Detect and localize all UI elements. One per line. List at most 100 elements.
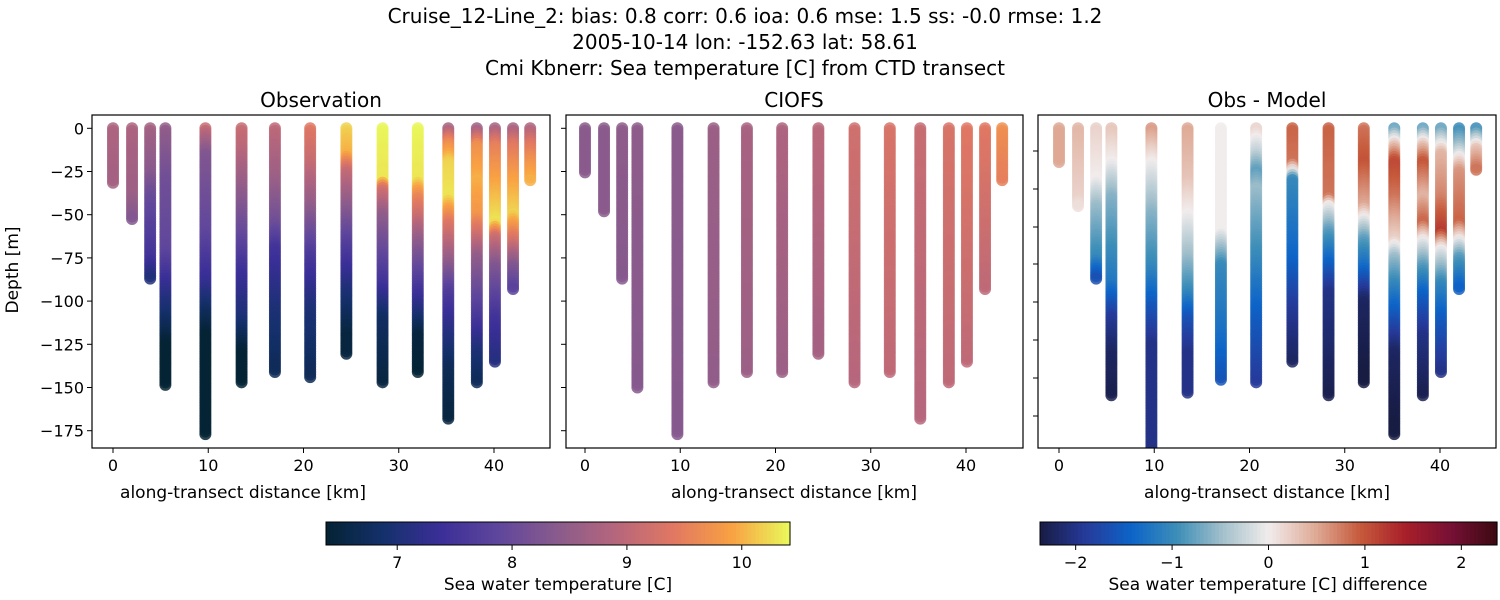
colorbar-segment bbox=[588, 522, 594, 545]
data-point bbox=[942, 376, 955, 389]
colorbar-tick-label: 8 bbox=[507, 553, 517, 572]
colorbar-segment bbox=[492, 522, 497, 545]
cast-14 bbox=[507, 122, 520, 296]
data-point bbox=[707, 376, 720, 389]
colorbar-segment bbox=[616, 522, 621, 545]
cast-5 bbox=[707, 122, 720, 389]
colorbar-segment bbox=[542, 522, 547, 545]
data-point bbox=[507, 283, 520, 296]
colorbar-segment bbox=[728, 522, 733, 545]
data-point bbox=[304, 371, 317, 384]
data-point bbox=[235, 376, 248, 389]
colorbar-segment bbox=[739, 522, 745, 545]
colorbar-tick-label: 1 bbox=[1360, 553, 1370, 572]
data-point bbox=[1416, 389, 1429, 402]
cast-3 bbox=[1105, 122, 1118, 402]
colorbar-segment bbox=[674, 522, 679, 545]
colorbar-segment bbox=[333, 522, 339, 545]
data-point bbox=[1072, 200, 1085, 213]
colorbar-segment bbox=[1188, 522, 1193, 545]
colorbar-segment bbox=[511, 522, 517, 545]
colorbar-segment bbox=[1059, 522, 1064, 545]
axes-frame bbox=[565, 114, 1024, 449]
colorbar-segment bbox=[1260, 522, 1266, 545]
colorbar-segment bbox=[1302, 522, 1308, 545]
suptitle-line2: 2005-10-14 lon: -152.63 lat: 58.61 bbox=[572, 30, 918, 54]
colorbar-segment bbox=[1161, 522, 1167, 545]
colorbar-segment bbox=[1352, 522, 1357, 545]
colorbar-segment bbox=[1043, 522, 1049, 545]
colorbar-segment bbox=[1253, 522, 1258, 545]
colorbar-tick-label: −1 bbox=[1160, 553, 1184, 572]
colorbar-segment bbox=[1131, 522, 1136, 545]
cast-5 bbox=[235, 122, 248, 389]
colorbar-segment bbox=[1241, 522, 1247, 545]
colorbar-segment bbox=[384, 522, 389, 545]
colorbar-segment bbox=[643, 522, 648, 545]
colorbar-segment bbox=[345, 522, 350, 545]
colorbar-segment bbox=[1279, 522, 1285, 545]
data-point bbox=[340, 347, 353, 360]
cast-1 bbox=[126, 122, 139, 226]
x-tick-label: 30 bbox=[389, 456, 409, 475]
colorbar-segment bbox=[619, 522, 625, 545]
colorbar-segment bbox=[1230, 522, 1235, 545]
cast-13 bbox=[960, 122, 973, 368]
colorbar-segment bbox=[1097, 522, 1102, 545]
axes-frame bbox=[1037, 114, 1497, 449]
colorbar-segment bbox=[1386, 522, 1391, 545]
x-tick-label: 10 bbox=[670, 456, 690, 475]
colorbar-segment bbox=[442, 522, 447, 545]
data-point bbox=[979, 283, 992, 296]
colorbar-segment bbox=[743, 522, 749, 545]
colorbar-segment bbox=[1078, 522, 1083, 545]
colorbar-segment bbox=[1264, 522, 1270, 545]
colorbar-segment bbox=[1238, 522, 1243, 545]
colorbar-segment bbox=[1135, 522, 1140, 545]
colorbar-segment bbox=[449, 522, 455, 545]
colorbar-segment bbox=[484, 522, 489, 545]
colorbar-segment bbox=[677, 522, 683, 545]
cast-2 bbox=[144, 122, 157, 285]
colorbar-segment bbox=[1447, 522, 1452, 545]
cast-0 bbox=[107, 122, 119, 189]
colorbar-segment bbox=[1040, 522, 1045, 545]
data-point bbox=[776, 365, 789, 378]
data-point bbox=[914, 412, 927, 425]
x-tick-label: 0 bbox=[1054, 456, 1064, 475]
colorbar-tick-label: 9 bbox=[622, 553, 632, 572]
data-point bbox=[199, 428, 212, 441]
x-tick-label: 30 bbox=[1335, 456, 1355, 475]
colorbar-segment bbox=[1180, 522, 1186, 545]
colorbar-segment bbox=[646, 522, 652, 545]
colorbar-segment bbox=[349, 522, 354, 545]
cast-10 bbox=[883, 122, 896, 378]
xlabel-diff: along-transect distance [km] bbox=[1144, 483, 1390, 503]
cast-3 bbox=[631, 122, 644, 394]
colorbar-segment bbox=[670, 522, 675, 545]
colorbar-segment bbox=[457, 522, 462, 545]
colorbar-segment bbox=[476, 522, 482, 545]
colorbar-segment bbox=[461, 522, 466, 545]
colorbar-segment bbox=[650, 522, 656, 545]
colorbar-segment bbox=[561, 522, 567, 545]
axes-frame bbox=[91, 114, 551, 449]
data-point bbox=[1250, 376, 1263, 389]
colorbar-segment bbox=[1337, 522, 1342, 545]
colorbar-segment bbox=[480, 522, 486, 545]
data-point bbox=[1214, 373, 1227, 386]
colorbar-segment bbox=[720, 522, 725, 545]
colorbar-segment bbox=[356, 522, 362, 545]
colorbar-segment bbox=[453, 522, 459, 545]
cast-6 bbox=[740, 122, 753, 378]
data-point bbox=[671, 428, 684, 441]
x-tick-label: 20 bbox=[293, 456, 313, 475]
colorbar-segment bbox=[1093, 522, 1098, 545]
colorbar-segment bbox=[1356, 522, 1361, 545]
cast-7 bbox=[776, 122, 789, 378]
data-point bbox=[616, 272, 629, 285]
colorbar-segment bbox=[1474, 522, 1479, 545]
colorbar-segment bbox=[1420, 522, 1426, 545]
panel-0: 0 10 20 30 40 0 −25 −50 −75 −100 −125 −150 −175 bbox=[40, 114, 551, 475]
colorbar-segment bbox=[1458, 522, 1464, 545]
